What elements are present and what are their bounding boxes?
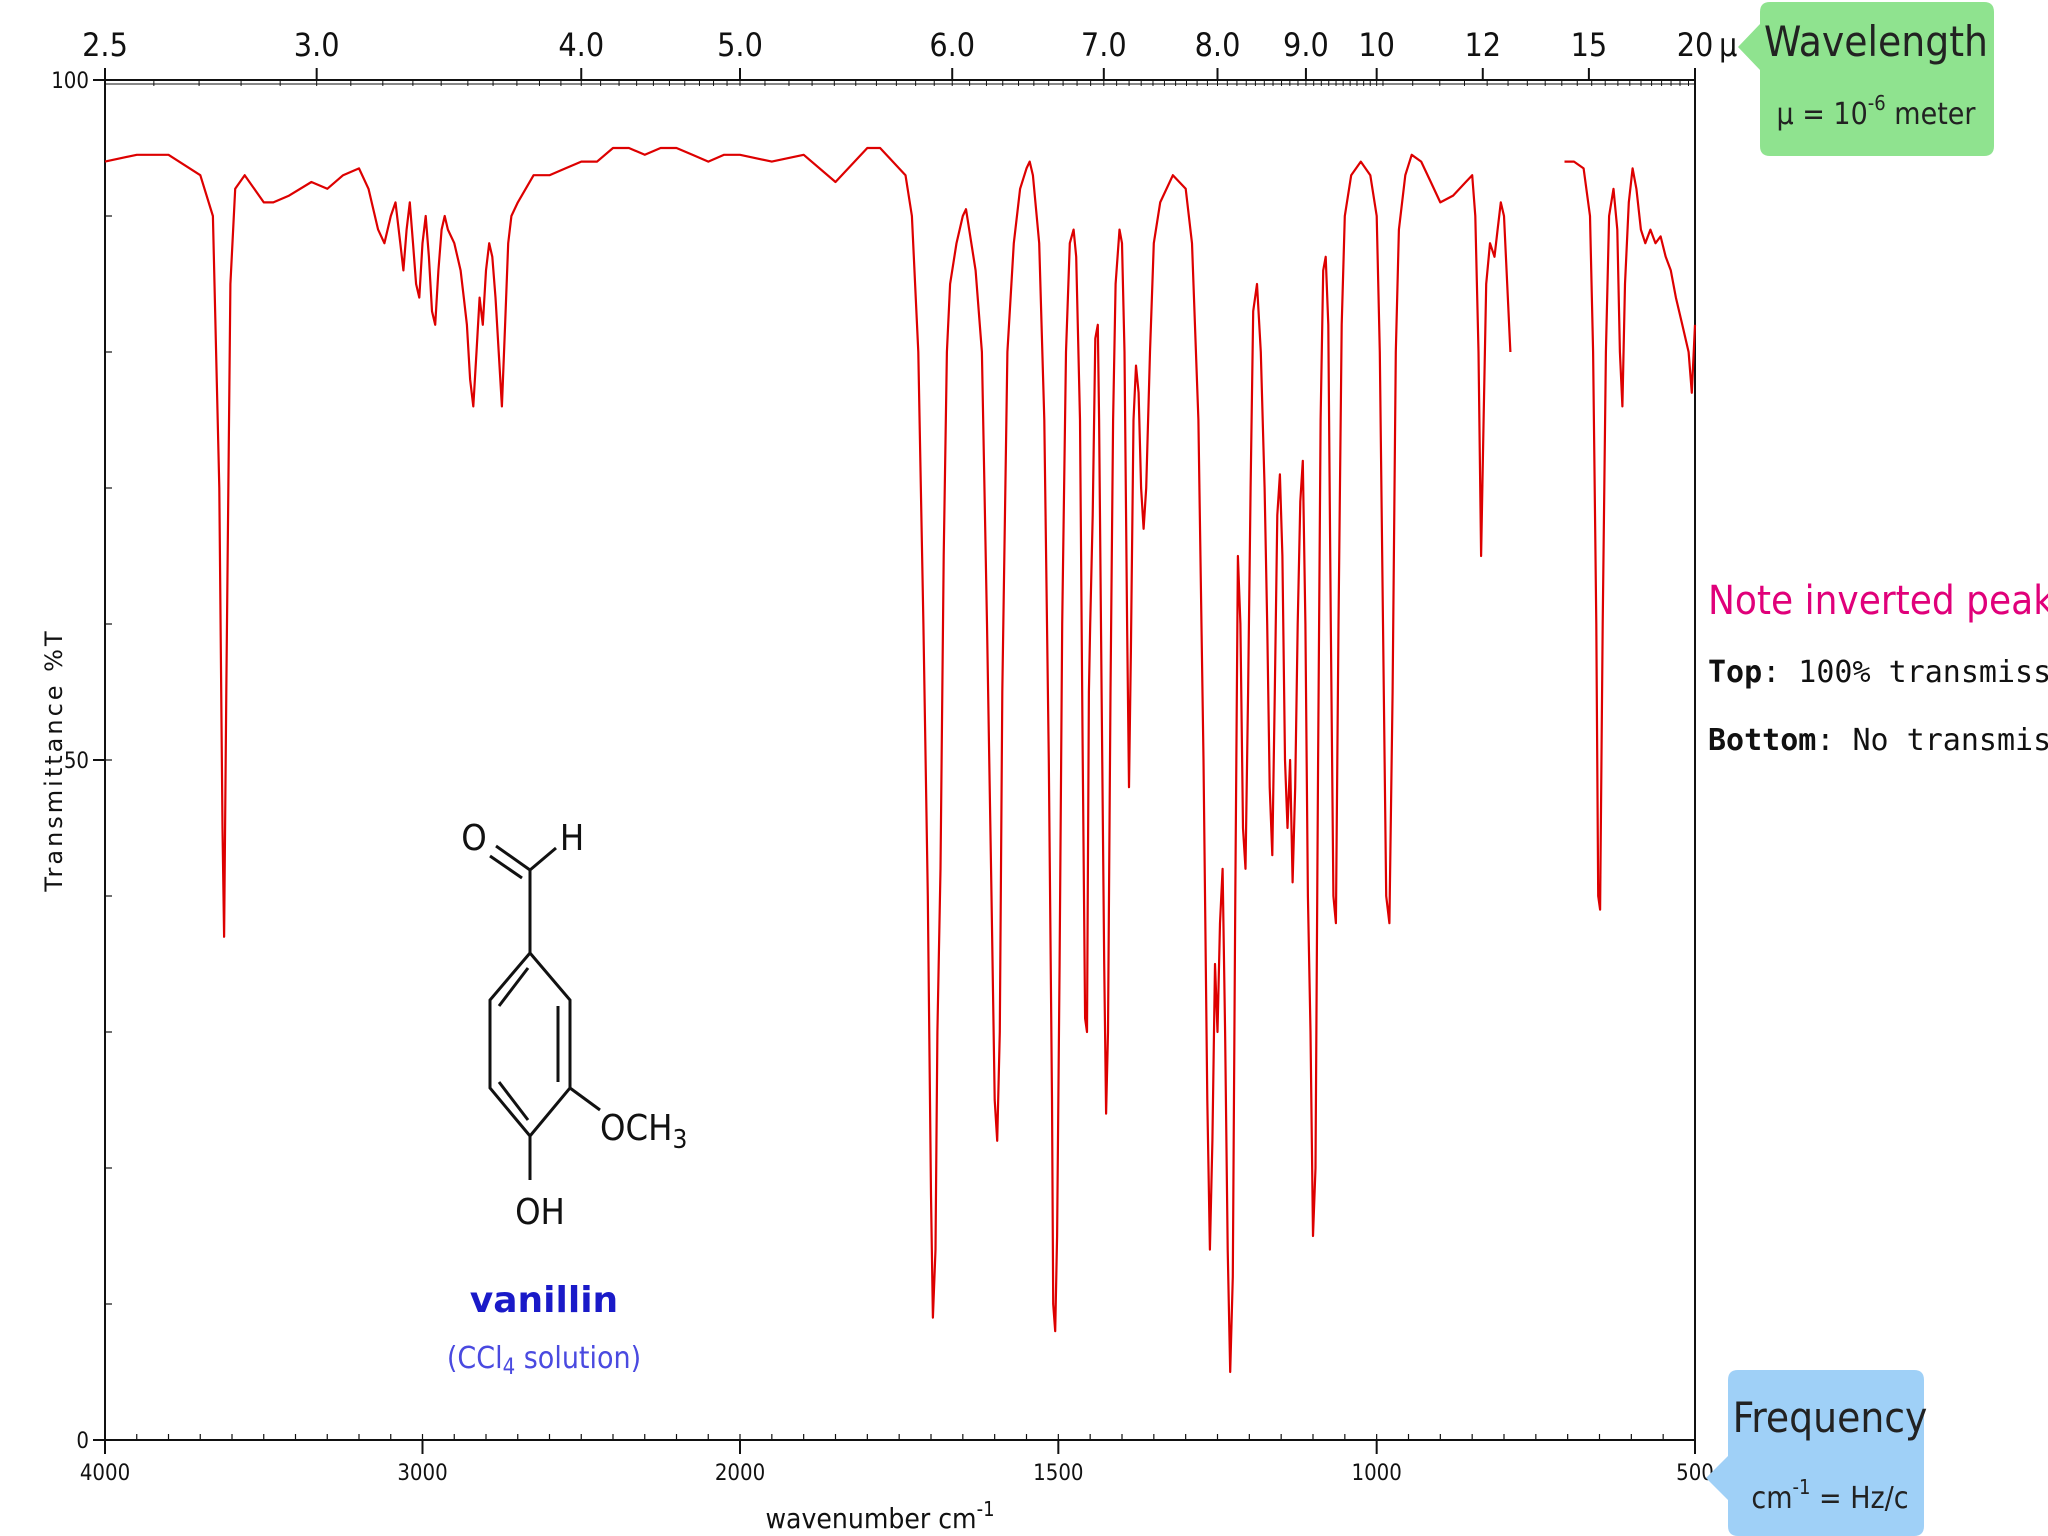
- y-tick-label: 0: [76, 1429, 89, 1454]
- ring-inner-bond-3: [497, 1081, 530, 1121]
- solution-pre: (CCl: [447, 1341, 503, 1376]
- note-title: Note inverted peaks: [1708, 578, 2048, 624]
- top-tick-label: 20: [1677, 26, 1714, 64]
- note-bottom-bold: Bottom: [1708, 723, 1816, 758]
- wavelength-sub-text: μ = 10: [1777, 97, 1868, 132]
- top-tick-label: 5.0: [717, 26, 763, 64]
- top-tick-label: 9.0: [1283, 26, 1329, 64]
- top-unit-label: μ: [1719, 26, 1737, 64]
- methoxy-bond: [569, 1086, 601, 1112]
- note-line-top: Top: 100% transmission: [1708, 655, 2048, 690]
- aldehyde-h-bond: [529, 846, 557, 872]
- y-tick-label: 50: [64, 749, 89, 774]
- x-tick-label: 2000: [715, 1461, 765, 1486]
- compound-name: vanillin: [470, 1280, 618, 1321]
- note-line-bottom: Bottom: No transmission: [1708, 723, 2048, 758]
- wavelength-callout: Wavelength μ = 10-6 meter: [1738, 2, 1994, 156]
- top-tick-label: 6.0: [929, 26, 975, 64]
- wavelength-sub-sup: -6: [1868, 91, 1886, 115]
- wavelength-sub: μ = 10-6 meter: [1777, 91, 1977, 132]
- top-tick-label: 4.0: [558, 26, 604, 64]
- aldehyde-o-label: O: [461, 818, 487, 859]
- vanillin-structure: [488, 844, 601, 1180]
- vanillin-labels: O H OCH3 OH vanillin (CCl4 solution): [447, 818, 688, 1380]
- methoxy-label: OCH3: [600, 1108, 687, 1155]
- carbonyl-bond-2: [489, 854, 523, 880]
- x-tick-label: 1500: [1033, 1461, 1083, 1486]
- note-bottom-text: : No transmission: [1816, 723, 2048, 758]
- x-axis-label-text: wavenumber cm: [765, 1502, 976, 1535]
- axis-ticks: [93, 68, 1696, 1454]
- plot-frame: [104, 79, 1696, 1441]
- note-block: Note inverted peaks Top: 100% transmissi…: [1708, 578, 2048, 758]
- x-tick-label: 3000: [397, 1461, 447, 1486]
- top-tick-label: 8.0: [1195, 26, 1241, 64]
- x-tick-label: 500: [1676, 1461, 1714, 1486]
- frequency-sub-text: cm: [1751, 1481, 1792, 1516]
- frequency-sub-sup: -1: [1793, 1475, 1811, 1499]
- frequency-title: Frequency: [1733, 1393, 1928, 1442]
- wavelength-title: Wavelength: [1764, 17, 1988, 66]
- wavelength-sub-tail: meter: [1886, 97, 1977, 132]
- top-tick-label: 2.5: [82, 26, 128, 64]
- frequency-callout: Frequency cm-1 = Hz/c: [1706, 1370, 1927, 1536]
- top-tick-label: 15: [1571, 26, 1608, 64]
- frequency-sub-tail: = Hz/c: [1810, 1481, 1908, 1516]
- top-tick-label: 7.0: [1081, 26, 1127, 64]
- x-axis-label-sup: -1: [977, 1497, 995, 1521]
- ring-inner-bond-2: [497, 967, 530, 1007]
- top-tick-label: 10: [1358, 26, 1395, 64]
- frequency-sub: cm-1 = Hz/c: [1751, 1475, 1908, 1516]
- x-tick-label: 4000: [80, 1461, 130, 1486]
- methoxy-sub: 3: [672, 1125, 687, 1155]
- carbonyl-bond-1: [495, 844, 531, 872]
- solution-post: solution): [515, 1341, 641, 1376]
- aldehyde-h-label: H: [560, 818, 584, 859]
- axis-tick-labels: 4000 3000 2000 1500 1000 500 0 50 100 2.5 3.0 4.0 5.…: [51, 26, 1737, 1486]
- note-top-text: : 100% transmission: [1762, 655, 2048, 690]
- y-tick-label: 100: [51, 69, 89, 94]
- compound-solution: (CCl4 solution): [447, 1341, 641, 1380]
- x-axis-label: wavenumber cm-1: [765, 1497, 994, 1535]
- solution-sub: 4: [503, 1355, 516, 1380]
- methoxy-text: OCH: [600, 1108, 672, 1149]
- x-tick-label: 1000: [1351, 1461, 1401, 1486]
- hydroxy-label: OH: [515, 1192, 565, 1233]
- top-tick-label: 3.0: [294, 26, 340, 64]
- note-top-bold: Top: [1708, 655, 1762, 690]
- top-tick-label: 12: [1464, 26, 1501, 64]
- y-axis-label: Transmittance %T: [40, 628, 68, 892]
- spectrum-trace: [104, 146, 1697, 1374]
